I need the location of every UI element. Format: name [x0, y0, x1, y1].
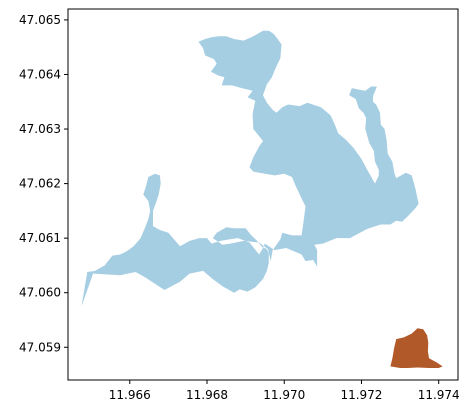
map-feature-polygon-3 — [390, 328, 443, 368]
x-tick-label: 11.968 — [186, 388, 228, 402]
y-tick-label: 47.060 — [19, 286, 61, 300]
axes-frame — [67, 8, 459, 381]
x-tick-label: 11.972 — [340, 388, 382, 402]
y-tick-label: 47.065 — [19, 13, 61, 27]
y-tick-label: 47.063 — [19, 122, 61, 136]
y-tick-label: 47.064 — [19, 67, 61, 81]
map-feature-polygon-2 — [274, 117, 314, 140]
x-axis: 11.966 11.968 11.970 11.972 11.974 — [109, 380, 460, 402]
x-tick-label: 11.966 — [109, 388, 151, 402]
x-tick-label: 11.970 — [263, 388, 305, 402]
y-axis: 47.059 47.060 47.061 47.062 47.063 47.064 47.0… — [19, 13, 68, 354]
x-tick-label: 11.974 — [418, 388, 460, 402]
y-tick-label: 47.062 — [19, 177, 61, 191]
y-tick-label: 47.061 — [19, 231, 61, 245]
map-features — [81, 30, 443, 368]
map-feature-polygon-1 — [81, 30, 419, 307]
y-tick-label: 47.059 — [19, 340, 61, 354]
